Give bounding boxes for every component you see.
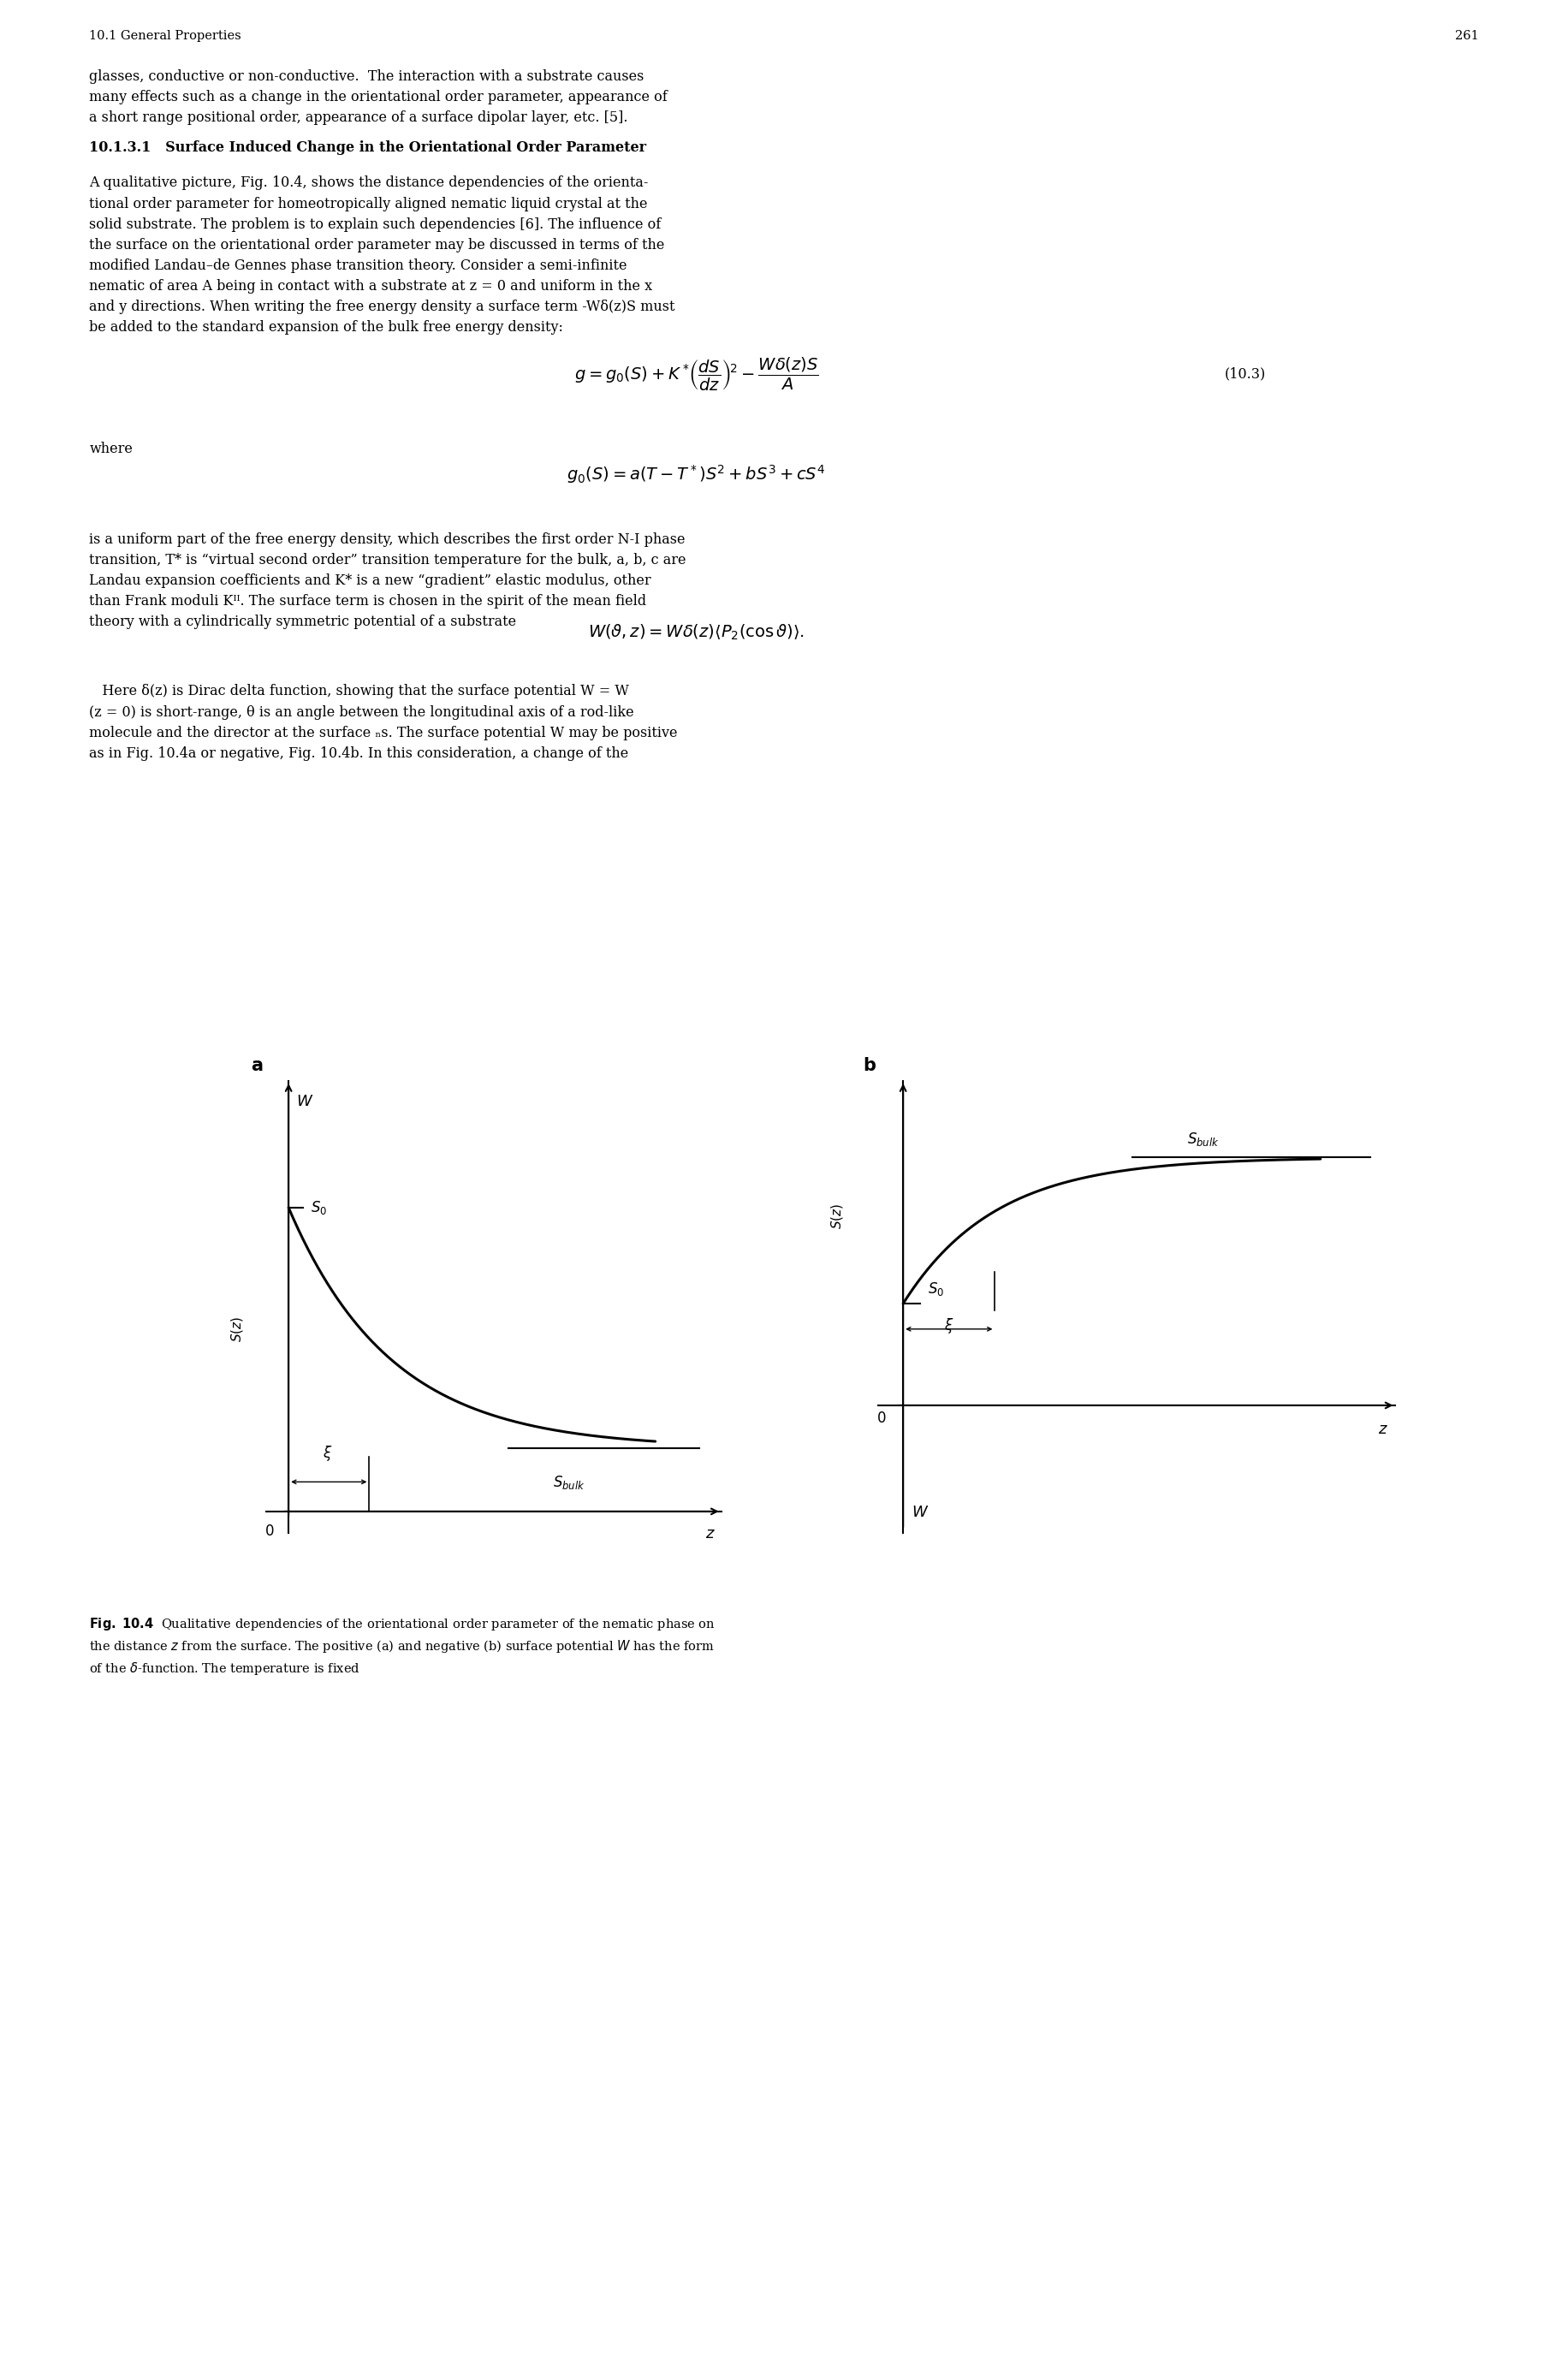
Text: A qualitative picture, Fig. 10.4, shows the distance dependencies of the orienta: A qualitative picture, Fig. 10.4, shows … [89, 176, 676, 335]
Text: (10.3): (10.3) [1225, 366, 1265, 383]
Text: $0$: $0$ [263, 1523, 274, 1540]
Text: $W$: $W$ [296, 1093, 314, 1110]
Text: $\mathbf{Fig.\ 10.4}$  Qualitative dependencies of the orientational order param: $\mathbf{Fig.\ 10.4}$ Qualitative depend… [89, 1616, 715, 1677]
Text: $S_{bulk}$: $S_{bulk}$ [1187, 1131, 1218, 1148]
Text: $g_0(S) = a(T - T^*)S^2 + bS^3 + cS^4$: $g_0(S) = a(T - T^*)S^2 + bS^3 + cS^4$ [566, 463, 826, 485]
Text: $g = g_0(S) + K^*\!\left(\dfrac{dS}{dz}\right)^{\!2} - \dfrac{W\delta(z)S}{A}$: $g = g_0(S) + K^*\!\left(\dfrac{dS}{dz}\… [574, 356, 818, 392]
Text: $z$: $z$ [1378, 1421, 1388, 1437]
Text: $W$: $W$ [911, 1504, 928, 1521]
Text: $\xi$: $\xi$ [323, 1445, 332, 1464]
Text: $W(\vartheta, z) = W\delta(z)\langle P_2(\cos\vartheta)\rangle.$: $W(\vartheta, z) = W\delta(z)\langle P_2… [588, 623, 804, 642]
Text: $0$: $0$ [877, 1411, 886, 1426]
Text: $z$: $z$ [706, 1525, 715, 1542]
Text: $S(z)$: $S(z)$ [229, 1316, 245, 1342]
Text: 10.1 General Properties: 10.1 General Properties [89, 29, 241, 43]
Text: 10.1.3.1   Surface Induced Change in the Orientational Order Parameter: 10.1.3.1 Surface Induced Change in the O… [89, 140, 646, 154]
Text: $S_0$: $S_0$ [928, 1281, 944, 1297]
Text: where: where [89, 442, 133, 456]
Text: $S(z)$: $S(z)$ [829, 1205, 845, 1228]
Text: is a uniform part of the free energy density, which describes the first order N-: is a uniform part of the free energy den… [89, 532, 687, 630]
Text: 261: 261 [1455, 29, 1479, 43]
Text: $\xi$: $\xi$ [944, 1316, 953, 1335]
Text: $S_0$: $S_0$ [310, 1200, 328, 1217]
Text: $\mathbf{b}$: $\mathbf{b}$ [862, 1057, 877, 1074]
Text: Here δ(z) is Dirac delta function, showing that the surface potential W = W
(z =: Here δ(z) is Dirac delta function, showi… [89, 684, 677, 760]
Text: glasses, conductive or non-conductive.  The interaction with a substrate causes
: glasses, conductive or non-conductive. T… [89, 69, 668, 126]
Text: $\mathbf{a}$: $\mathbf{a}$ [251, 1057, 263, 1074]
Text: $S_{bulk}$: $S_{bulk}$ [552, 1473, 585, 1490]
